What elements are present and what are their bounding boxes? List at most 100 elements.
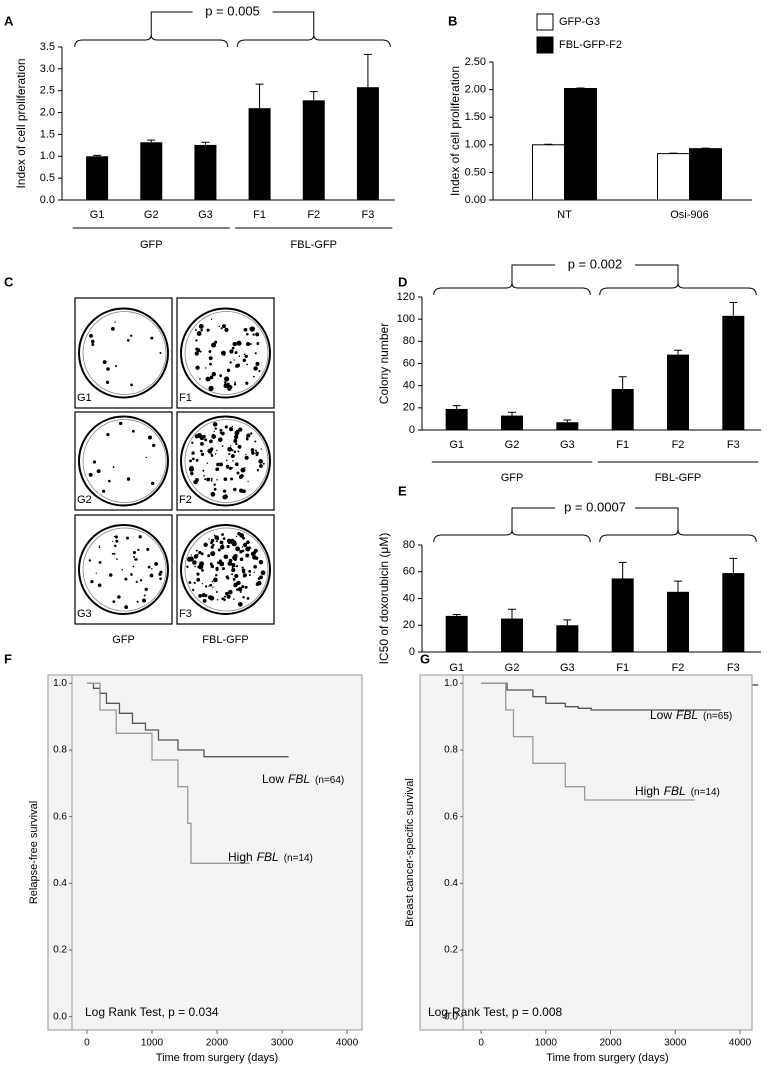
error-bar — [201, 141, 210, 145]
plate-image: G3 — [74, 514, 173, 625]
colony — [239, 550, 243, 554]
plate-frame — [176, 514, 275, 625]
colony — [250, 432, 253, 435]
colony — [254, 352, 257, 355]
y-tick-label: 0 — [409, 646, 415, 658]
colony — [210, 551, 216, 557]
colony — [237, 444, 242, 449]
colony — [105, 380, 110, 384]
colony — [206, 328, 210, 332]
colony — [204, 478, 207, 481]
colony — [216, 561, 220, 564]
colony — [235, 535, 238, 538]
error-bar — [309, 91, 318, 101]
colony — [246, 597, 250, 600]
bar — [667, 354, 689, 430]
colony — [91, 343, 95, 347]
plate-label: F1 — [179, 392, 192, 404]
x-tick-label: F3 — [727, 662, 740, 674]
colony — [115, 365, 118, 368]
y-tick-label: 100 — [397, 313, 415, 325]
colony — [193, 479, 198, 485]
colony — [223, 477, 228, 482]
colony — [210, 564, 215, 568]
series-name: Low — [262, 772, 284, 786]
series-name: High — [635, 784, 660, 798]
y-tick-label: 2.5 — [40, 85, 55, 97]
y-axis-label: Relapse-free survival — [28, 801, 40, 904]
survival-curve — [86, 682, 250, 864]
bar — [689, 148, 722, 201]
plate-image: F2 — [176, 411, 275, 511]
annotation-bg — [192, 4, 273, 20]
colony — [212, 433, 215, 436]
error-bar — [93, 154, 102, 157]
colony — [233, 434, 239, 440]
colony — [99, 545, 101, 547]
bar — [722, 573, 745, 652]
y-tick-label: 0.8 — [53, 745, 67, 756]
colony — [224, 327, 229, 332]
y-tick-label: 0.8 — [444, 745, 458, 756]
colony — [191, 452, 194, 455]
x-tick-label: F3 — [727, 439, 740, 451]
plate-frame — [176, 411, 275, 511]
colony — [203, 542, 208, 547]
bar — [611, 578, 634, 652]
colony — [220, 350, 226, 356]
colony — [191, 441, 194, 444]
colony — [202, 469, 205, 472]
brace — [599, 282, 757, 296]
bar — [611, 388, 634, 430]
plate-rim-inner — [82, 311, 167, 395]
colony — [137, 548, 140, 551]
colony — [154, 562, 159, 566]
colony — [258, 370, 261, 373]
colony — [115, 539, 119, 543]
colony — [111, 552, 114, 555]
colony — [252, 555, 257, 560]
colony — [199, 350, 202, 353]
colony — [211, 580, 214, 583]
colony — [142, 598, 147, 603]
colony — [220, 327, 223, 330]
colony — [198, 323, 204, 329]
colony — [221, 431, 225, 436]
y-tick-label: 0 — [409, 424, 415, 436]
colony — [210, 480, 213, 482]
colony — [210, 545, 214, 549]
gene-name: FBL — [664, 784, 686, 798]
colony — [112, 466, 115, 468]
legend-swatch — [536, 13, 554, 31]
colony — [226, 382, 230, 386]
plate-label: G2 — [77, 494, 92, 506]
colony — [199, 378, 201, 380]
y-tick-label: 80 — [403, 539, 415, 551]
colony — [249, 326, 255, 332]
plate-rim — [180, 415, 271, 507]
gene-name: FBL — [257, 850, 279, 864]
plate-frame — [74, 297, 173, 409]
colony — [224, 376, 230, 382]
colony — [253, 571, 255, 573]
colony — [210, 318, 213, 321]
colony — [243, 327, 248, 332]
series-name: Low — [650, 708, 672, 722]
colony — [207, 554, 211, 558]
panel-label: F — [4, 651, 12, 666]
bar — [445, 615, 468, 652]
colony — [245, 437, 249, 441]
colony — [186, 565, 189, 568]
colony — [231, 568, 236, 573]
colony — [126, 536, 129, 540]
plate-rim-inner — [184, 311, 269, 395]
colony — [213, 534, 216, 537]
colony — [245, 553, 250, 558]
x-tick-label: G1 — [449, 439, 464, 451]
colony — [218, 462, 223, 467]
annotation: p = 0.0007 — [564, 499, 626, 514]
colony — [236, 471, 240, 475]
colony — [250, 547, 252, 550]
colony — [244, 455, 249, 460]
colony — [212, 422, 218, 427]
